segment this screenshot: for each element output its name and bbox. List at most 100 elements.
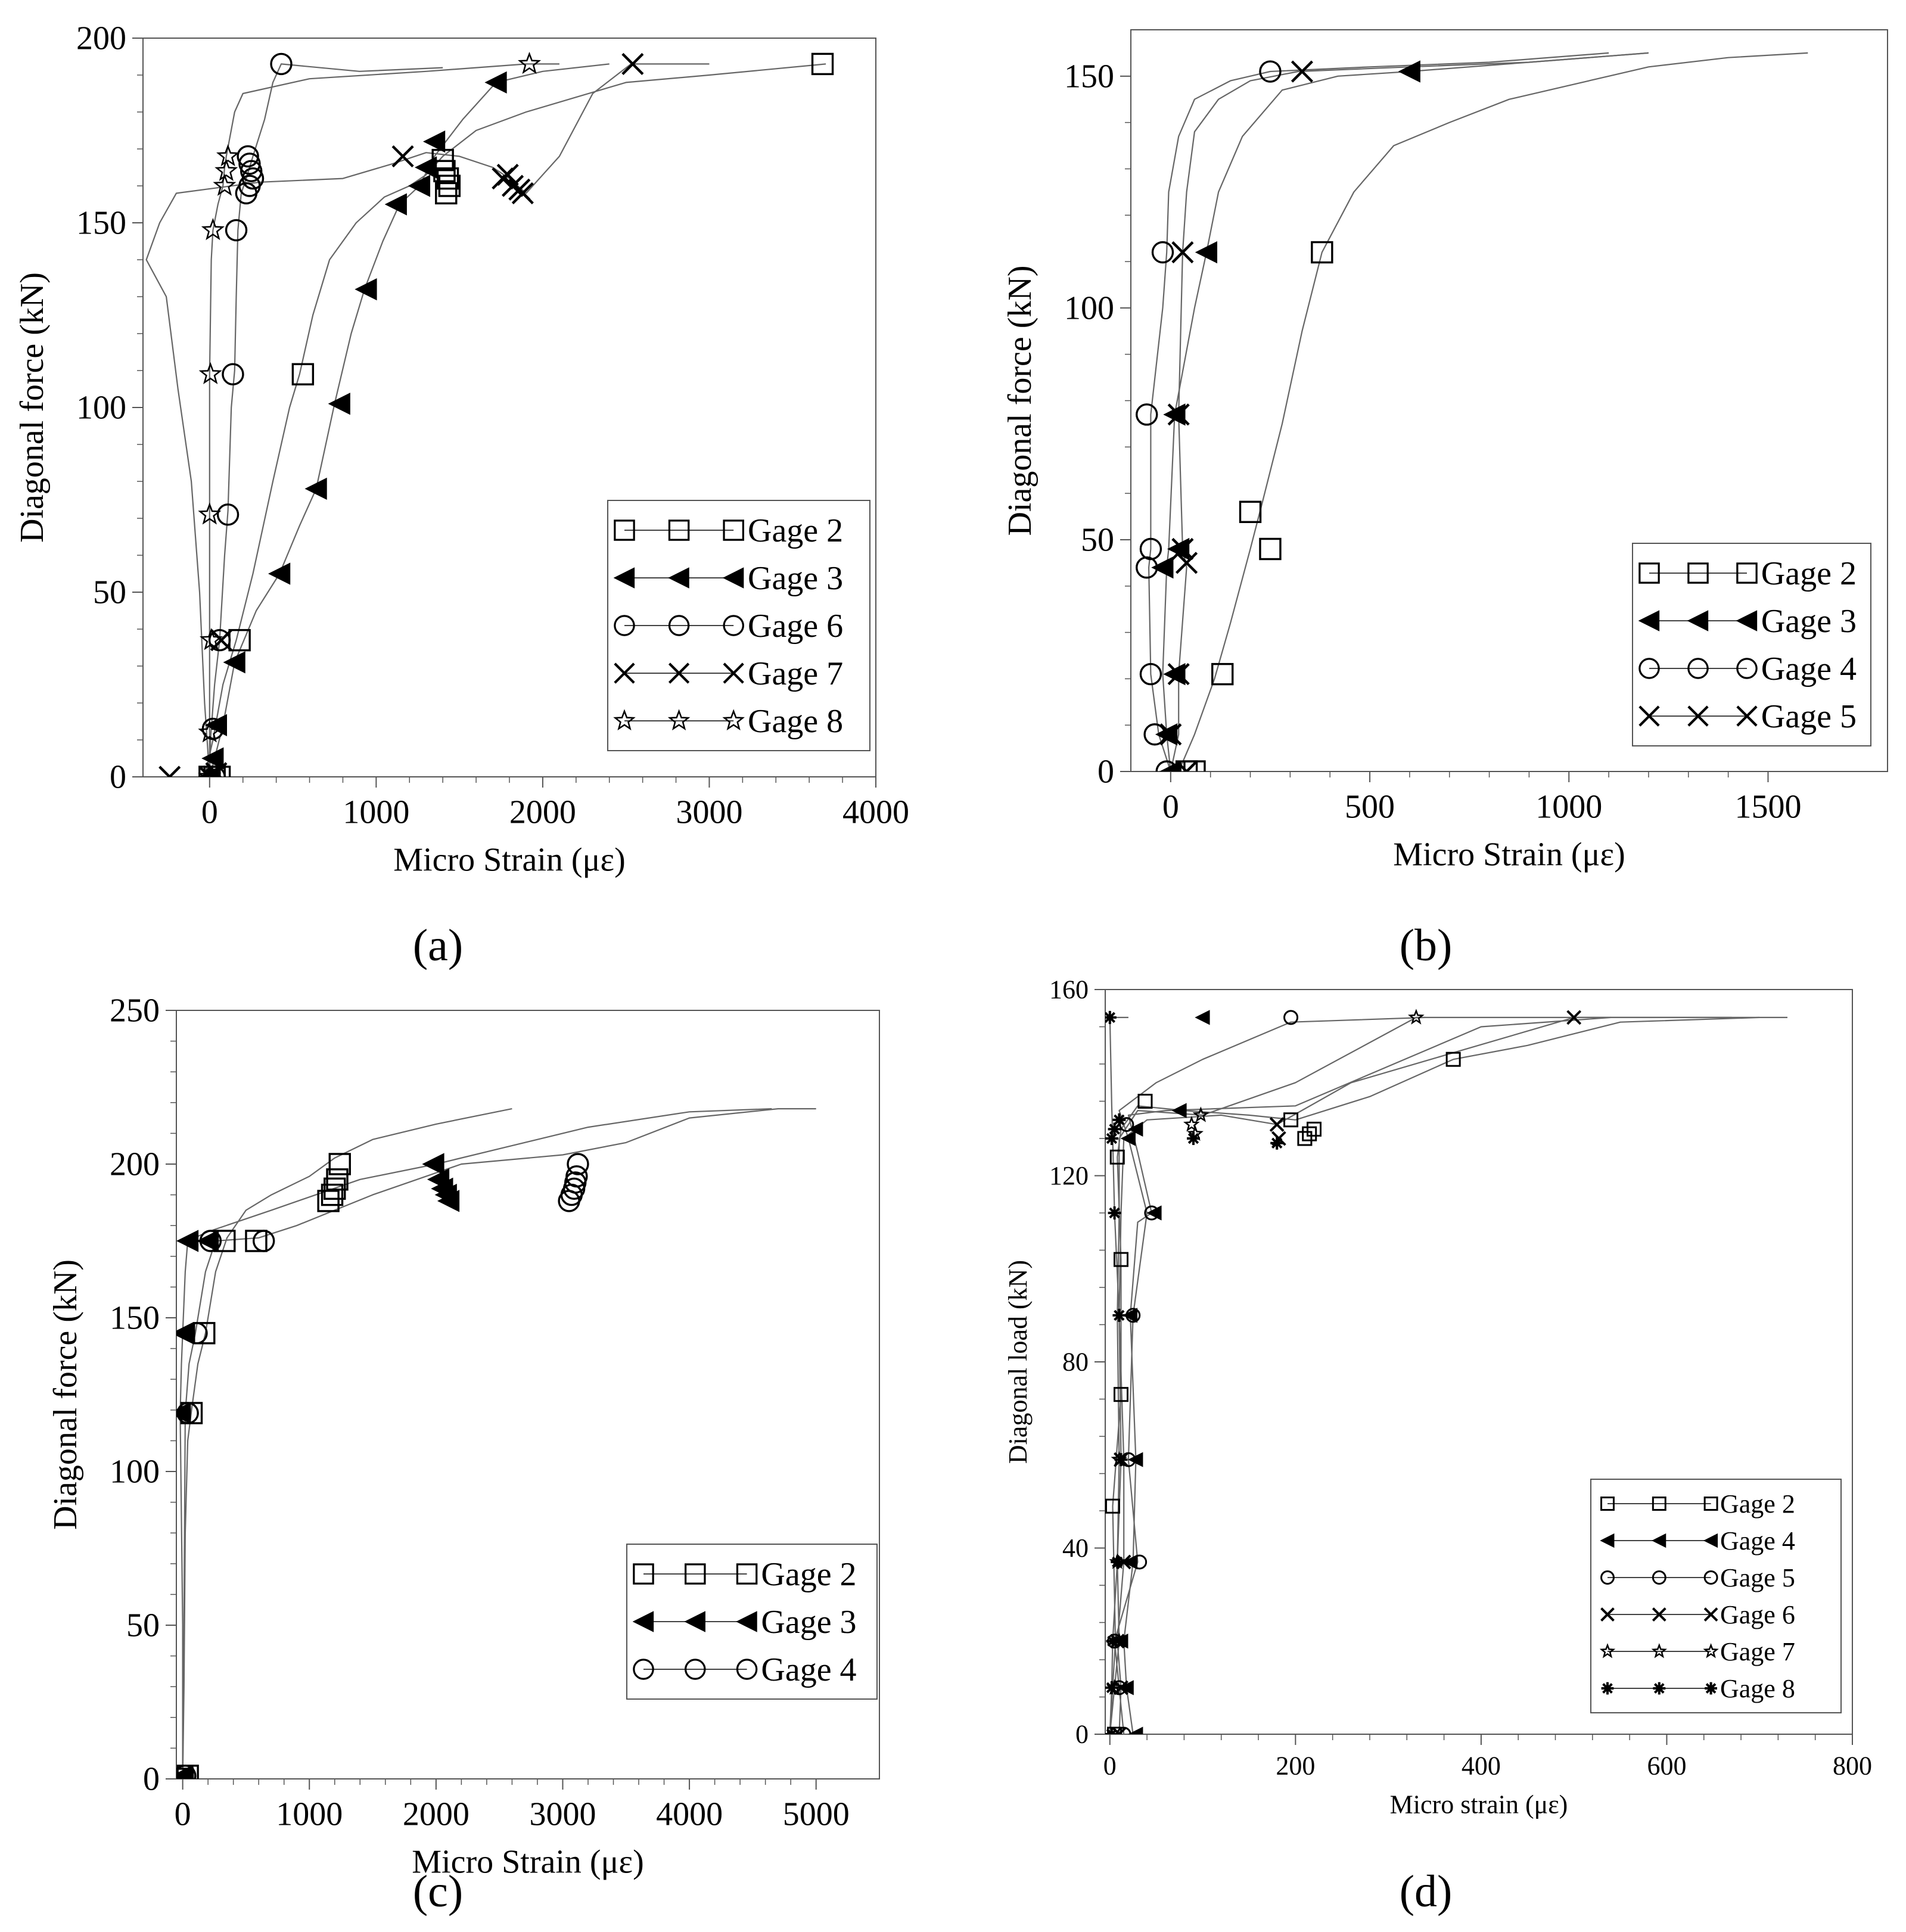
series-markers-gage-2 bbox=[1175, 241, 1333, 771]
legend-label: Gage 4 bbox=[1761, 651, 1857, 687]
series-markers-gage-7 bbox=[1106, 1009, 1425, 1695]
data-point bbox=[384, 193, 407, 216]
y-tick-label: 100 bbox=[76, 389, 126, 426]
data-point bbox=[1107, 1726, 1123, 1734]
data-point bbox=[210, 629, 232, 652]
series-markers-gage-8 bbox=[1105, 1010, 1284, 1734]
data-point bbox=[621, 52, 644, 75]
data-point bbox=[1120, 1131, 1136, 1146]
data-point bbox=[435, 182, 458, 205]
x-axis-label: Micro Strain (με) bbox=[412, 1844, 643, 1881]
x-tick-label: 1000 bbox=[1535, 789, 1602, 826]
legend-marker bbox=[1687, 562, 1709, 584]
data-point bbox=[422, 1153, 444, 1175]
series-markers-gage-2 bbox=[1105, 1051, 1461, 1734]
legend-marker bbox=[1600, 1570, 1615, 1585]
data-point bbox=[414, 156, 437, 179]
data-point bbox=[238, 153, 261, 175]
series-markers-gage-4 bbox=[176, 1153, 589, 1779]
legend-marker bbox=[1653, 1682, 1666, 1695]
data-point bbox=[1137, 1094, 1153, 1109]
x-tick-label: 2000 bbox=[403, 1796, 469, 1833]
y-tick-label: 100 bbox=[1064, 290, 1114, 326]
series-markers-gage-6 bbox=[201, 52, 293, 777]
data-point bbox=[213, 173, 237, 196]
data-point bbox=[208, 629, 231, 652]
y-tick-label: 100 bbox=[110, 1453, 160, 1490]
legend-marker bbox=[1736, 562, 1758, 584]
data-point bbox=[1159, 723, 1182, 746]
series-line-gage-2 bbox=[204, 63, 826, 777]
y-tick-label: 150 bbox=[76, 204, 126, 241]
x-tick-label: 0 bbox=[1162, 789, 1179, 826]
legend-marker bbox=[1600, 1607, 1615, 1622]
data-point bbox=[1566, 1010, 1582, 1025]
series-markers-gage-3 bbox=[198, 71, 507, 777]
legend-label: Gage 3 bbox=[748, 560, 843, 597]
x-tick-label: 4000 bbox=[656, 1796, 723, 1833]
legend-marker bbox=[1599, 1643, 1616, 1659]
legend-label: Gage 2 bbox=[1761, 555, 1857, 592]
data-point bbox=[1171, 1103, 1187, 1118]
series-markers-gage-6 bbox=[1109, 1010, 1582, 1734]
series-line-gage-6 bbox=[209, 63, 443, 777]
data-point bbox=[811, 52, 834, 76]
data-point bbox=[245, 1230, 268, 1252]
panel-label-a: (a) bbox=[413, 920, 463, 970]
data-point bbox=[1105, 1728, 1118, 1734]
data-point bbox=[1291, 60, 1313, 83]
legend: Gage 2 Gage 3 Gage 4 bbox=[626, 1544, 878, 1700]
data-point bbox=[1114, 1453, 1128, 1467]
x-axis-label: Micro Strain (με) bbox=[393, 842, 625, 879]
data-point bbox=[223, 651, 245, 674]
x-tick-label: 5000 bbox=[783, 1796, 850, 1833]
legend-marker bbox=[668, 519, 690, 541]
data-point bbox=[1187, 1132, 1200, 1145]
data-point bbox=[198, 720, 222, 743]
data-point bbox=[1151, 556, 1174, 579]
data-point bbox=[222, 363, 244, 385]
chart-panel-b: 0 500 1000 1500 0 50 100 150 Micro Strain (με) Di… bbox=[1002, 29, 1888, 873]
data-point bbox=[201, 747, 224, 770]
legend-marker bbox=[633, 1563, 654, 1585]
legend-marker bbox=[1638, 610, 1660, 631]
data-point bbox=[216, 144, 240, 167]
data-point bbox=[1183, 1116, 1200, 1132]
chart-panel-d: 0 200 400 600 800 0 40 80 120 160 Micro strain (με… bbox=[1003, 975, 1872, 1819]
data-point bbox=[240, 160, 263, 182]
x-tick-label: 3000 bbox=[529, 1796, 596, 1833]
legend-marker bbox=[736, 1659, 758, 1680]
series-line-gage-2 bbox=[182, 1108, 512, 1779]
legend-marker bbox=[1687, 705, 1709, 727]
legend-marker bbox=[722, 709, 745, 730]
y-tick-label: 40 bbox=[1062, 1533, 1089, 1563]
x-tick-label: 800 bbox=[1833, 1751, 1872, 1780]
data-point bbox=[1122, 1308, 1138, 1323]
y-tick-label: 150 bbox=[1064, 58, 1114, 95]
x-axis-label: Micro strain (με) bbox=[1390, 1790, 1568, 1819]
data-point bbox=[1302, 1126, 1317, 1141]
legend-label: Gage 2 bbox=[1720, 1489, 1795, 1519]
series-markers-gage-5 bbox=[1159, 60, 1313, 771]
y-tick-label: 50 bbox=[1081, 521, 1114, 558]
series-markers-gage-8 bbox=[198, 51, 542, 777]
legend-marker bbox=[684, 1611, 705, 1632]
data-point bbox=[214, 158, 238, 181]
y-axis-label: Diagonal load (kN) bbox=[1003, 1260, 1033, 1464]
legend-label: Gage 6 bbox=[1720, 1600, 1795, 1629]
legend-label: Gage 5 bbox=[1720, 1563, 1795, 1592]
data-point bbox=[1108, 1206, 1121, 1219]
data-point bbox=[185, 1322, 208, 1345]
series-line-gage-2 bbox=[1178, 52, 1808, 771]
plot-area bbox=[176, 1108, 816, 1779]
legend-marker bbox=[723, 519, 744, 541]
data-point bbox=[518, 51, 542, 74]
y-tick-label: 0 bbox=[1075, 1720, 1089, 1749]
data-point bbox=[1111, 1555, 1124, 1569]
data-point bbox=[1211, 662, 1234, 686]
data-point bbox=[1259, 537, 1282, 561]
x-tick-label: 1000 bbox=[276, 1796, 343, 1833]
y-tick-label: 160 bbox=[1049, 975, 1089, 1004]
data-point bbox=[1163, 662, 1186, 686]
legend-marker bbox=[668, 567, 689, 589]
